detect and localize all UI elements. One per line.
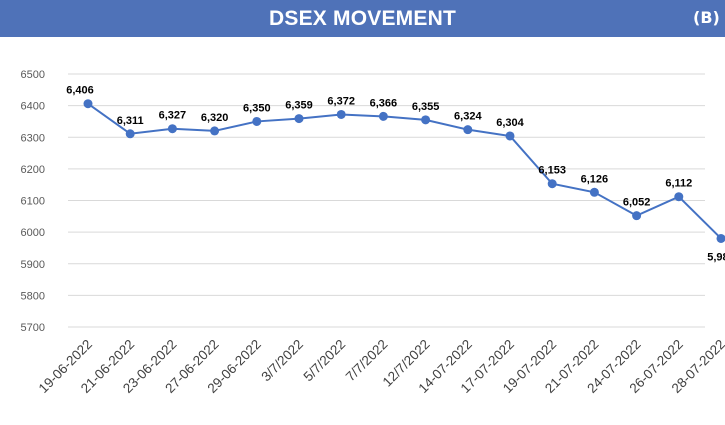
data-label: 6,350 [243, 102, 271, 114]
data-label: 5,980 [707, 251, 725, 263]
data-label: 6,324 [454, 111, 482, 123]
data-point [125, 129, 135, 139]
data-point [674, 192, 684, 202]
data-label: 6,372 [327, 95, 355, 107]
data-label: 6,320 [201, 112, 229, 124]
data-label: 6,311 [117, 115, 144, 127]
y-tick-label: 6400 [21, 101, 45, 113]
data-label: 6,153 [538, 165, 566, 177]
y-tick-label: 6100 [21, 196, 45, 208]
logo-icon: (B) [693, 8, 720, 27]
y-tick-label: 5900 [21, 259, 45, 271]
y-tick-label: 6500 [21, 69, 45, 81]
data-label: 6,406 [66, 85, 94, 97]
x-tick-label: 3/7/2022 [258, 337, 306, 385]
data-label: 6,126 [581, 173, 609, 185]
data-point [336, 109, 346, 119]
data-label: 6,355 [412, 101, 440, 113]
data-point [210, 126, 220, 136]
data-point [378, 111, 388, 121]
data-label: 6,327 [159, 110, 187, 122]
data-label: 6,366 [370, 97, 398, 109]
data-label: 6,112 [665, 178, 692, 190]
data-point [83, 99, 93, 109]
data-point [589, 187, 599, 197]
x-tick-label: 5/7/2022 [301, 337, 349, 385]
data-point [167, 124, 177, 134]
data-label: 6,359 [285, 100, 313, 112]
title-bar [0, 0, 725, 37]
data-point [547, 179, 557, 189]
y-tick-label: 5800 [21, 290, 45, 302]
chart-title: DSEX MOVEMENT [269, 7, 456, 30]
data-point [252, 116, 262, 126]
data-point [632, 211, 642, 221]
y-tick-label: 6000 [21, 227, 45, 239]
data-label: 6,052 [623, 197, 651, 209]
line-chart: 5700 5800 5900 6000 6100 6200 6300 6400 6500 6,40… [21, 69, 725, 396]
y-tick-label: 6300 [21, 132, 45, 144]
data-point [505, 131, 515, 141]
data-point [463, 125, 473, 135]
data-point [716, 233, 725, 243]
data-label: 6,304 [496, 117, 524, 129]
y-tick-label: 5700 [21, 322, 45, 334]
data-point [294, 114, 304, 124]
series-line [87, 102, 722, 240]
data-point [421, 115, 431, 125]
y-tick-label: 6200 [21, 164, 45, 176]
